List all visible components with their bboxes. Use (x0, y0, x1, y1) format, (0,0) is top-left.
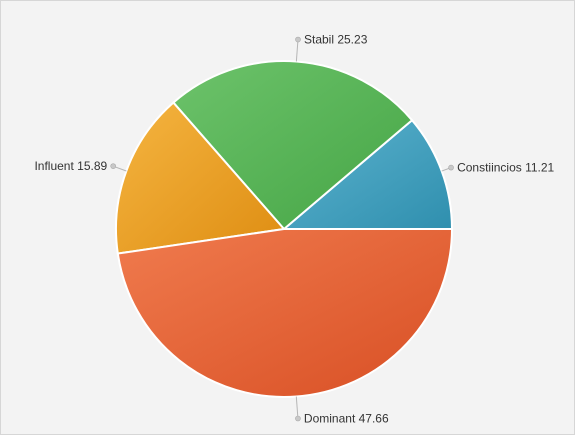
slice-label-stabil: Stabil 25.23 (304, 33, 368, 47)
slices-layer (115, 60, 454, 398)
pie-slice-influent[interactable] (115, 101, 286, 255)
pie-slice-stabil[interactable] (171, 60, 414, 231)
label-dot-influent (110, 163, 116, 169)
leader-line-dominant (295, 396, 299, 419)
label-dot-constiincios (448, 164, 454, 171)
label-dot-dominant (295, 415, 301, 422)
slice-label-dominant: Dominant 47.66 (304, 411, 389, 425)
slice-label-constiincios: Constiincios 11.21 (457, 161, 554, 175)
slice-label-influent: Influent 15.89 (34, 159, 107, 173)
pie-slice-constiincios[interactable] (281, 118, 454, 230)
labels-layer: Constiincios 11.21 Stabil 25.23 Influent 1… (34, 33, 554, 426)
leader-line-stabil (295, 39, 299, 62)
label-dot-stabil (295, 36, 301, 43)
pie-slice-dominant[interactable] (116, 228, 454, 398)
